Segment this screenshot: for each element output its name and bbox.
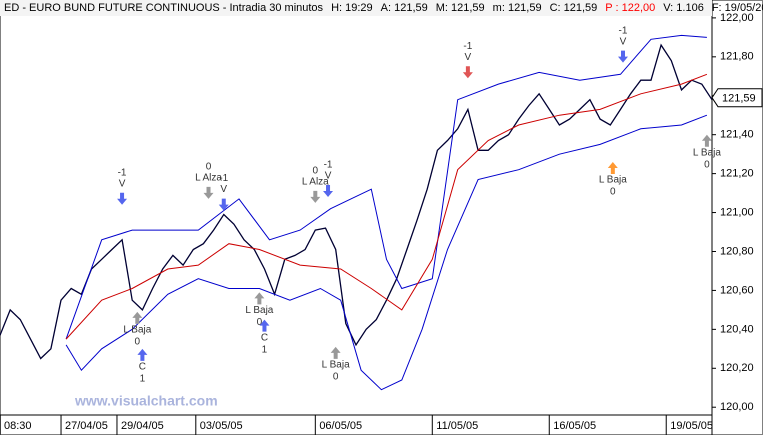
y-tick-label: 122,00 bbox=[720, 12, 754, 24]
header: ED - EURO BUND FUTURE CONTINUOUS - Intra… bbox=[4, 2, 763, 14]
signal-arrow bbox=[203, 186, 214, 199]
header-item: F: 19/05/20 bbox=[712, 2, 763, 14]
header-item: V: 1.106 bbox=[663, 2, 704, 14]
y-tick-label: 120,60 bbox=[720, 284, 754, 296]
signal-label: -1 bbox=[219, 173, 228, 184]
header-item: ED - EURO BUND FUTURE CONTINUOUS - Intra… bbox=[4, 2, 324, 14]
signal-label: L Baja bbox=[245, 305, 273, 316]
last-price-label: 121,59 bbox=[722, 93, 756, 105]
y-tick-label: 121,20 bbox=[720, 168, 754, 180]
signal: -1V bbox=[323, 160, 334, 197]
band-line bbox=[65, 34, 707, 340]
signal-arrow bbox=[462, 66, 473, 79]
header-item: P : 122,00 bbox=[605, 2, 655, 14]
y-tick-label: 121,00 bbox=[720, 206, 754, 218]
signal-arrow bbox=[137, 348, 148, 361]
signal: C1 bbox=[137, 348, 148, 384]
header-item: A: 121,59 bbox=[381, 2, 428, 14]
signal-label: 0 bbox=[313, 165, 319, 176]
signal-arrow bbox=[117, 192, 128, 205]
signal: -1V bbox=[462, 41, 473, 79]
signal-arrow bbox=[701, 134, 712, 147]
signal-label: L Baja bbox=[599, 175, 627, 186]
signal-arrow bbox=[132, 311, 143, 324]
last-price-box bbox=[711, 88, 763, 108]
y-tick-label: 120,20 bbox=[720, 362, 754, 374]
y-tick-label: 120,40 bbox=[720, 323, 754, 335]
y-tick-label: 121,80 bbox=[720, 51, 754, 63]
price-line bbox=[0, 43, 713, 360]
signal-label: -1 bbox=[118, 167, 127, 178]
signal-label: V bbox=[220, 184, 227, 195]
signal: -1V bbox=[218, 173, 229, 211]
signal: 0L Alza bbox=[195, 162, 222, 199]
signal-label: 1 bbox=[262, 344, 268, 355]
signal-label: 0 bbox=[206, 162, 212, 173]
header-item: M: 121,59 bbox=[436, 2, 485, 14]
signal-label: L Alza bbox=[302, 176, 329, 187]
signal-arrow bbox=[618, 50, 628, 63]
signal-arrow bbox=[218, 198, 229, 211]
signal-label: L Baja bbox=[322, 360, 350, 371]
signal-label: L Baja bbox=[693, 147, 721, 158]
signal-label: -1 bbox=[619, 25, 628, 36]
signal-label: -1 bbox=[463, 41, 472, 52]
signal-label: V bbox=[119, 178, 126, 189]
signal-label: 1 bbox=[140, 373, 146, 384]
signal-label: -1 bbox=[324, 160, 333, 171]
x-tick-label: 11/05/05 bbox=[436, 420, 478, 432]
signal-label: V bbox=[465, 52, 472, 63]
signal-arrow bbox=[259, 319, 270, 332]
signal-label: 0 bbox=[257, 317, 263, 328]
x-tick-label: 16/05/05 bbox=[553, 420, 596, 432]
signal-arrow bbox=[310, 190, 321, 203]
signal-label: 0 bbox=[135, 336, 141, 347]
header-item: C: 121,59 bbox=[550, 2, 598, 14]
y-tick-label: 121,40 bbox=[720, 129, 754, 141]
y-tick-label: 120,00 bbox=[720, 401, 754, 413]
watermark: www.visualchart.com bbox=[74, 393, 218, 409]
x-tick-label: 06/05/05 bbox=[319, 420, 362, 432]
x-tick-label: 08:30 bbox=[4, 420, 32, 432]
signal-label: 0 bbox=[333, 372, 339, 383]
band-line bbox=[65, 73, 708, 340]
signal: -1V bbox=[117, 167, 128, 205]
y-tick-label: 120,80 bbox=[720, 245, 754, 257]
signal-arrow bbox=[607, 161, 618, 174]
signal: -1V bbox=[618, 25, 628, 63]
signal-arrow bbox=[254, 292, 265, 305]
x-tick-label: 03/05/05 bbox=[200, 420, 243, 432]
signal-label: L Alza bbox=[195, 173, 222, 184]
signal-label: C bbox=[261, 332, 268, 343]
x-tick-label: 19/05/05 bbox=[670, 420, 713, 432]
header-bar bbox=[0, 0, 712, 16]
signal: 0L Alza bbox=[302, 165, 329, 203]
signal-label: 0 bbox=[704, 159, 710, 170]
signal-label: L Baja bbox=[123, 324, 151, 335]
header-item: H: 19:29 bbox=[331, 2, 373, 14]
signal-label: 0 bbox=[610, 187, 616, 198]
signal-label: V bbox=[620, 36, 627, 47]
signal-label: C bbox=[139, 361, 146, 372]
signal-arrow bbox=[330, 346, 341, 359]
x-tick-label: 29/04/05 bbox=[121, 420, 164, 432]
x-tick-label: 27/04/05 bbox=[65, 420, 108, 432]
signal-label: V bbox=[325, 171, 332, 182]
signal: C1 bbox=[259, 319, 270, 355]
header-item: m: 121,59 bbox=[493, 2, 542, 14]
band-line bbox=[65, 114, 708, 391]
signal-arrow bbox=[323, 184, 334, 197]
